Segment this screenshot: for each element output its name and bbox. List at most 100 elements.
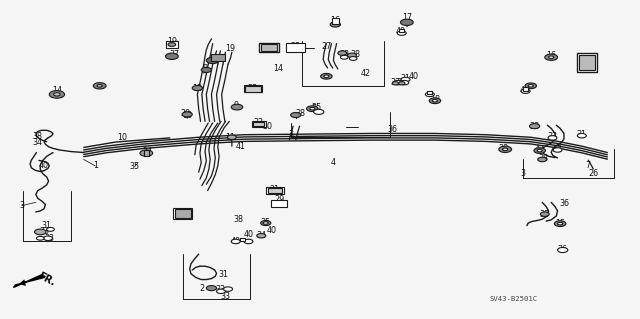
Bar bbox=[266, 187, 284, 194]
Text: 40: 40 bbox=[266, 226, 276, 234]
Text: 41: 41 bbox=[235, 142, 245, 151]
Circle shape bbox=[349, 56, 357, 60]
Circle shape bbox=[538, 157, 547, 162]
Text: 13: 13 bbox=[182, 111, 192, 120]
Text: 30: 30 bbox=[262, 122, 273, 131]
Text: 35: 35 bbox=[260, 218, 270, 227]
Bar bbox=[268, 188, 282, 193]
Circle shape bbox=[257, 234, 266, 238]
Text: 14: 14 bbox=[273, 64, 284, 73]
Text: 16: 16 bbox=[330, 16, 340, 25]
Text: 38: 38 bbox=[529, 122, 540, 131]
Circle shape bbox=[521, 89, 530, 93]
Circle shape bbox=[97, 85, 102, 87]
Text: 10: 10 bbox=[117, 133, 127, 142]
Text: 33: 33 bbox=[221, 292, 230, 300]
Text: 7: 7 bbox=[586, 161, 591, 170]
Text: 33: 33 bbox=[216, 285, 225, 294]
Bar bbox=[286, 43, 305, 52]
Circle shape bbox=[231, 104, 243, 110]
Text: 38: 38 bbox=[296, 109, 306, 118]
Text: 19: 19 bbox=[167, 37, 177, 46]
Circle shape bbox=[548, 136, 557, 140]
Circle shape bbox=[401, 77, 410, 82]
Circle shape bbox=[201, 67, 211, 72]
Text: 33: 33 bbox=[39, 227, 49, 236]
Circle shape bbox=[223, 287, 232, 291]
Text: 31: 31 bbox=[401, 74, 411, 83]
Text: 34: 34 bbox=[33, 137, 43, 146]
Circle shape bbox=[54, 93, 60, 96]
Circle shape bbox=[502, 148, 508, 151]
Text: 36: 36 bbox=[557, 245, 568, 254]
Circle shape bbox=[529, 123, 540, 129]
Text: 40: 40 bbox=[396, 27, 406, 36]
Circle shape bbox=[338, 51, 347, 55]
Text: 38: 38 bbox=[233, 215, 243, 224]
Text: 22: 22 bbox=[291, 42, 301, 51]
Text: 3: 3 bbox=[520, 169, 525, 178]
Text: 8: 8 bbox=[202, 64, 207, 73]
Circle shape bbox=[397, 31, 406, 35]
Bar bbox=[579, 55, 595, 70]
Text: 39: 39 bbox=[262, 43, 273, 52]
Circle shape bbox=[548, 56, 554, 58]
Text: 2: 2 bbox=[199, 284, 204, 293]
Text: 37: 37 bbox=[212, 55, 223, 64]
Circle shape bbox=[534, 148, 545, 153]
Text: 42: 42 bbox=[361, 69, 371, 78]
Text: 40: 40 bbox=[408, 72, 418, 81]
Circle shape bbox=[340, 55, 348, 59]
Circle shape bbox=[291, 113, 301, 118]
Bar bbox=[259, 43, 279, 52]
Circle shape bbox=[540, 212, 549, 216]
Circle shape bbox=[330, 22, 340, 27]
Circle shape bbox=[310, 108, 315, 110]
Text: 15: 15 bbox=[555, 219, 565, 227]
Circle shape bbox=[528, 85, 533, 87]
Text: 20: 20 bbox=[180, 109, 190, 118]
Text: 38: 38 bbox=[33, 132, 43, 141]
Bar bbox=[166, 41, 177, 48]
Circle shape bbox=[557, 222, 563, 225]
Text: 31: 31 bbox=[218, 270, 228, 279]
Circle shape bbox=[545, 54, 557, 60]
Text: 9: 9 bbox=[233, 101, 238, 110]
Circle shape bbox=[537, 149, 542, 152]
Text: 40: 40 bbox=[230, 237, 241, 246]
Bar bbox=[244, 85, 262, 93]
Text: 12: 12 bbox=[193, 84, 202, 93]
Bar bbox=[175, 209, 191, 218]
Circle shape bbox=[307, 106, 318, 112]
Circle shape bbox=[49, 91, 65, 98]
Circle shape bbox=[260, 220, 271, 226]
Circle shape bbox=[227, 135, 236, 139]
Circle shape bbox=[348, 53, 356, 57]
Text: 1: 1 bbox=[93, 161, 98, 170]
Text: 40: 40 bbox=[519, 86, 529, 95]
Text: 36: 36 bbox=[559, 199, 569, 208]
Bar bbox=[271, 200, 287, 206]
Text: 36: 36 bbox=[388, 125, 398, 134]
Circle shape bbox=[93, 83, 106, 89]
Text: 11: 11 bbox=[225, 133, 236, 142]
Circle shape bbox=[263, 222, 268, 224]
Text: 42: 42 bbox=[534, 145, 545, 154]
Bar bbox=[173, 208, 192, 219]
Text: 29: 29 bbox=[274, 195, 284, 204]
Circle shape bbox=[433, 100, 438, 102]
Text: 17: 17 bbox=[402, 13, 412, 22]
Text: 38: 38 bbox=[538, 154, 548, 163]
Text: 31: 31 bbox=[42, 221, 52, 230]
Circle shape bbox=[140, 150, 153, 156]
Text: 14: 14 bbox=[52, 86, 62, 95]
Circle shape bbox=[557, 248, 568, 253]
Text: 40: 40 bbox=[39, 161, 49, 170]
Text: 4: 4 bbox=[330, 158, 335, 167]
Text: 3: 3 bbox=[19, 201, 24, 210]
Text: 37: 37 bbox=[170, 49, 179, 59]
Bar bbox=[211, 54, 225, 61]
Circle shape bbox=[321, 73, 332, 79]
Text: 40: 40 bbox=[243, 230, 253, 239]
Text: 23: 23 bbox=[247, 85, 257, 93]
